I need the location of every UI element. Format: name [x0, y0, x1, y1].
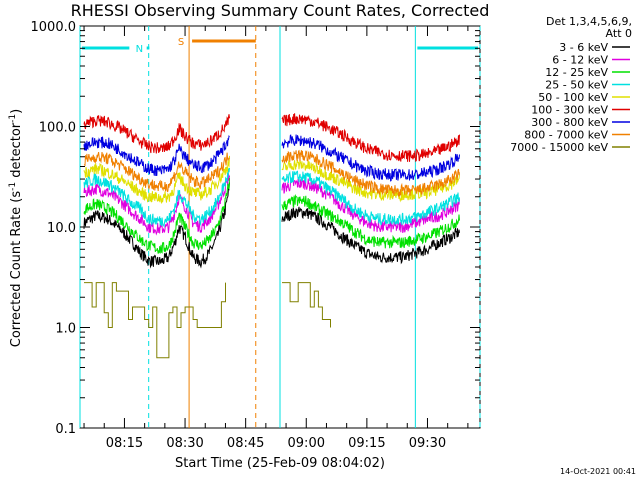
- markers-layer: NS: [79, 26, 481, 428]
- series-layer: [83, 113, 460, 359]
- legend-entry-label: 50 - 100 keV: [538, 91, 608, 104]
- series-line-segment: [281, 206, 460, 265]
- series-line-segment: [281, 159, 460, 203]
- series-line-segment: [83, 135, 230, 177]
- legend-entry-label: 25 - 50 keV: [545, 79, 608, 92]
- series-line-segment: [281, 113, 460, 163]
- y-tick-label: 1.0: [55, 322, 76, 337]
- x-tick-label: 08:30: [166, 436, 203, 451]
- x-tick-label: 08:15: [106, 436, 143, 451]
- series-line-segment: [281, 193, 460, 249]
- legend-entry-label: 800 - 7000 keV: [524, 129, 608, 142]
- series-line-segment: [83, 155, 230, 205]
- y-axis-title: Corrected Count Rate (s-1 detector-1): [8, 109, 24, 347]
- y-tick-label: 0.1: [55, 422, 76, 437]
- legend-header-2: Att 0: [606, 27, 632, 40]
- series-line-segment: [83, 114, 230, 154]
- series-line-segment: [83, 173, 230, 236]
- series-line-segment: [83, 167, 230, 229]
- legend-entry-label: 300 - 800 keV: [531, 116, 608, 129]
- series-line-segment: [281, 170, 460, 226]
- legend-entry-label: 7000 - 15000 keV: [510, 141, 608, 154]
- y-axis-title-main: Corrected Count Rate (s: [9, 191, 24, 348]
- y-axis-title-sup1: -1: [8, 182, 18, 191]
- x-tick-label: 09:00: [288, 436, 325, 451]
- legend-entry-label: 6 - 12 keV: [552, 54, 608, 67]
- series-line-segment: [281, 134, 460, 182]
- footer-timestamp: 14-Oct-2021 00:41: [560, 467, 636, 476]
- x-axis: 08:15 08:30 08:45 09:00 09:15 09:30: [83, 26, 469, 451]
- y-axis-title-sup2: -1: [8, 114, 18, 123]
- legend-entry-label: 3 - 6 keV: [559, 41, 608, 54]
- x-tick-label: 09:30: [409, 436, 446, 451]
- y-tick-label: 1000.0: [31, 20, 77, 35]
- series-line-segment: [282, 282, 331, 328]
- marker-span-label: N: [136, 44, 143, 55]
- series-line-segment: [83, 151, 230, 193]
- legend-entry-label: 12 - 25 keV: [545, 66, 608, 79]
- y-axis: 1000.0 100.0 10.0 1.0 0.1: [31, 20, 480, 437]
- series-line-segment: [83, 178, 230, 254]
- x-tick-label: 08:45: [227, 436, 264, 451]
- y-axis-title-mid: detector: [9, 122, 24, 182]
- y-tick-label: 10.0: [47, 221, 76, 236]
- legend-entry-label: 100 - 300 keV: [531, 104, 608, 117]
- legend-header-1: Det 1,3,4,5,6,9,: [546, 15, 632, 28]
- marker-span-label: S: [178, 37, 184, 48]
- x-axis-title: Start Time (25-Feb-09 08:04:02): [175, 456, 385, 471]
- y-tick-label: 100.0: [39, 121, 76, 136]
- chart-title: RHESSI Observing Summary Count Rates, Co…: [71, 1, 490, 20]
- series-line-segment: [84, 282, 226, 359]
- series-line-segment: [83, 182, 230, 269]
- y-axis-title-end: ): [9, 109, 24, 114]
- x-tick-label: 09:15: [348, 436, 385, 451]
- series-line-segment: [281, 149, 460, 197]
